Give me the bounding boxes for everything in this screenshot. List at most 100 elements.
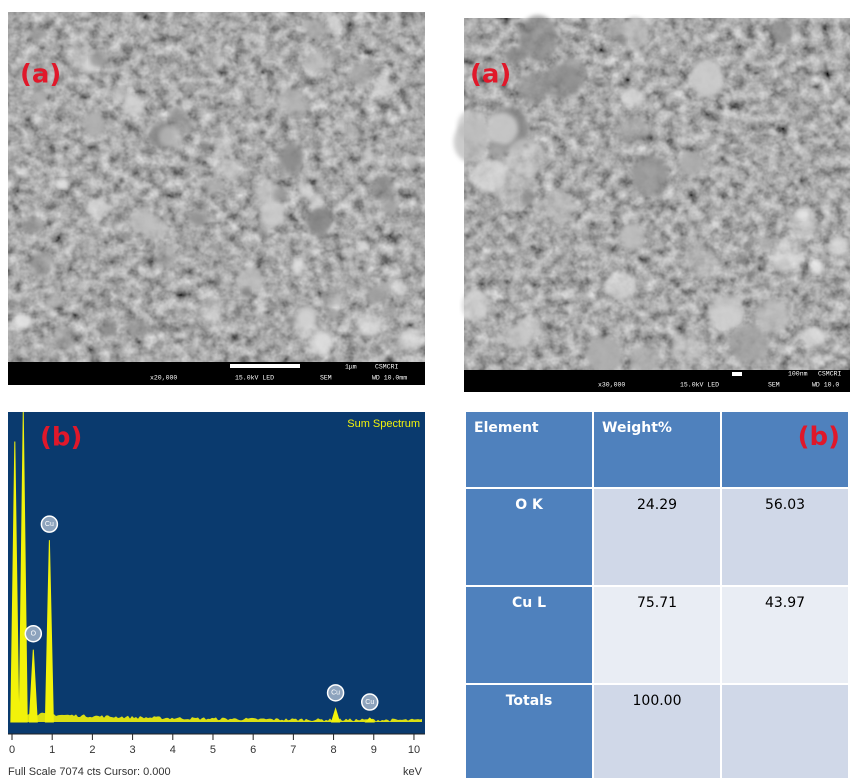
info-bar (8, 362, 425, 385)
grain (29, 29, 45, 41)
grain (391, 340, 406, 353)
grain (600, 243, 610, 251)
grain (587, 337, 622, 374)
grain (473, 159, 506, 192)
grain (260, 199, 284, 227)
cell: 43.97 (721, 586, 849, 684)
grain (462, 290, 489, 321)
grain (809, 261, 823, 275)
scale-bar (732, 372, 742, 376)
peak-label: Cu (365, 699, 374, 706)
peak-label: Cu (331, 690, 340, 697)
scale-text: 1μm (345, 364, 357, 371)
grain (84, 112, 105, 136)
cell (721, 684, 849, 779)
grain (616, 36, 627, 45)
x-tick-label: 6 (250, 744, 256, 756)
grain (776, 257, 791, 274)
info-text: x30,000 (598, 382, 625, 389)
grain (357, 242, 368, 253)
scale-bar (230, 364, 300, 368)
grain (619, 117, 649, 144)
grain (257, 225, 268, 237)
grain (506, 325, 530, 349)
grain (407, 156, 418, 167)
x-tick-label: 10 (408, 744, 420, 756)
info-text: 15.0kV LED (680, 382, 719, 389)
grain (322, 290, 344, 306)
grain (89, 229, 102, 239)
grain (534, 201, 545, 209)
grain (327, 309, 340, 319)
grain (544, 190, 575, 223)
grain (186, 83, 194, 91)
grain (366, 288, 384, 303)
grain (680, 151, 705, 175)
grain (294, 311, 317, 337)
grain (56, 179, 69, 188)
spectrum-title: Sum Spectrum (347, 418, 420, 430)
grain (761, 238, 772, 249)
grain (801, 328, 826, 346)
grain (42, 17, 48, 23)
grain (305, 20, 326, 38)
grain (63, 246, 71, 255)
x-tick-label: 2 (89, 744, 95, 756)
grain (605, 273, 636, 300)
info-text: SEM (768, 382, 780, 389)
grain (521, 191, 534, 206)
x-tick-label: 0 (9, 744, 15, 756)
lab-text: CSMCRI (818, 371, 842, 378)
footer-text: Full Scale 7074 cts Cursor: 0.000 (8, 766, 171, 778)
x-tick-label: 9 (371, 744, 377, 756)
grain (827, 236, 849, 256)
grain (14, 314, 33, 329)
grain (796, 210, 808, 220)
grain (671, 334, 705, 363)
grain (198, 204, 208, 212)
grain (280, 88, 301, 112)
grain (307, 208, 332, 235)
header-cell: Weight% (593, 411, 721, 488)
grain (620, 224, 643, 251)
grain (55, 326, 75, 350)
grain (746, 51, 756, 59)
grain (124, 95, 144, 115)
x-tick-label: 7 (290, 744, 296, 756)
spectrum: Sum Spectrum (b) Full Scale 7074 cts Cur… (0, 410, 425, 778)
grain (126, 320, 150, 336)
info-text: WD 10.0mm (372, 375, 407, 382)
unit-label: keV (403, 766, 423, 778)
grain (486, 113, 519, 146)
x-tick-label: 5 (210, 744, 216, 756)
grain (204, 55, 221, 67)
grain (362, 149, 373, 158)
grain (329, 49, 339, 61)
info-text: SEM (320, 375, 332, 382)
x-tick-label: 1 (49, 744, 55, 756)
grain (154, 245, 176, 268)
x-tick-label: 8 (331, 744, 337, 756)
grain (241, 287, 251, 297)
grain (279, 143, 303, 169)
row-label: Totals (465, 684, 593, 779)
scale-text: 100nm (788, 371, 808, 378)
grain (236, 187, 243, 194)
grain (304, 53, 326, 72)
grain (373, 77, 392, 96)
grain (273, 187, 288, 202)
grain (700, 246, 706, 250)
grain (201, 143, 210, 150)
grain (30, 252, 52, 275)
grain (327, 15, 341, 32)
panel-label: (a) (470, 60, 511, 90)
figure: 1μmCSMCRIx20,00015.0kV LEDSEMWD 10.0mm(a… (0, 0, 850, 778)
panel-label: (b) (40, 423, 82, 453)
grain (388, 307, 396, 316)
info-text: 15.0kV LED (235, 375, 274, 382)
grain (48, 296, 62, 308)
grain (340, 322, 348, 331)
grain (757, 300, 789, 333)
cell: 24.29 (593, 488, 721, 586)
